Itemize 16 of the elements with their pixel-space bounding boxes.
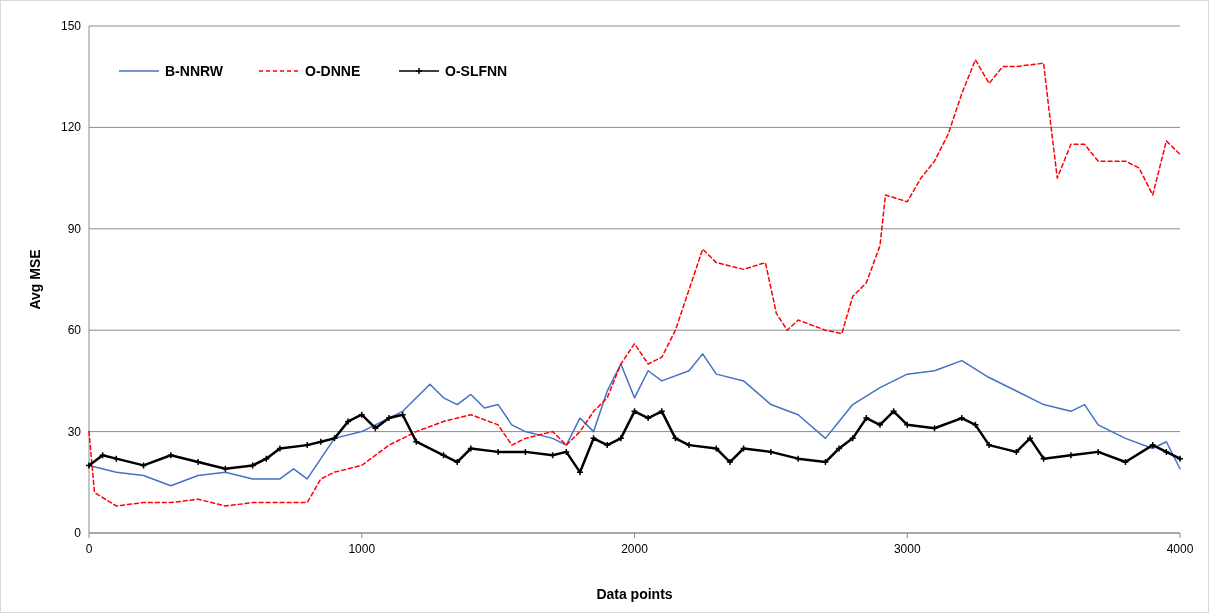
x-tick-label: 3000 [893, 542, 921, 556]
legend-label: O-SLFNN [445, 63, 508, 79]
y-tick-label: 150 [60, 19, 82, 33]
legend-label: B-NNRW [165, 63, 224, 79]
x-tick-label: 2000 [621, 542, 649, 556]
x-tick-label: 4000 [1166, 542, 1194, 556]
y-axis-title: Avg MSE [27, 249, 43, 310]
y-tick-label: 0 [74, 526, 82, 540]
x-tick-label: 1000 [348, 542, 376, 556]
y-tick-label: 30 [67, 424, 82, 439]
x-axis-title: Data points [596, 586, 673, 602]
y-tick-label: 90 [67, 221, 82, 236]
y-tick-label: 60 [67, 323, 82, 338]
legend-label: O-DNNE [305, 63, 361, 79]
x-tick-label: 0 [85, 542, 93, 556]
y-tick-label: 120 [60, 120, 82, 135]
